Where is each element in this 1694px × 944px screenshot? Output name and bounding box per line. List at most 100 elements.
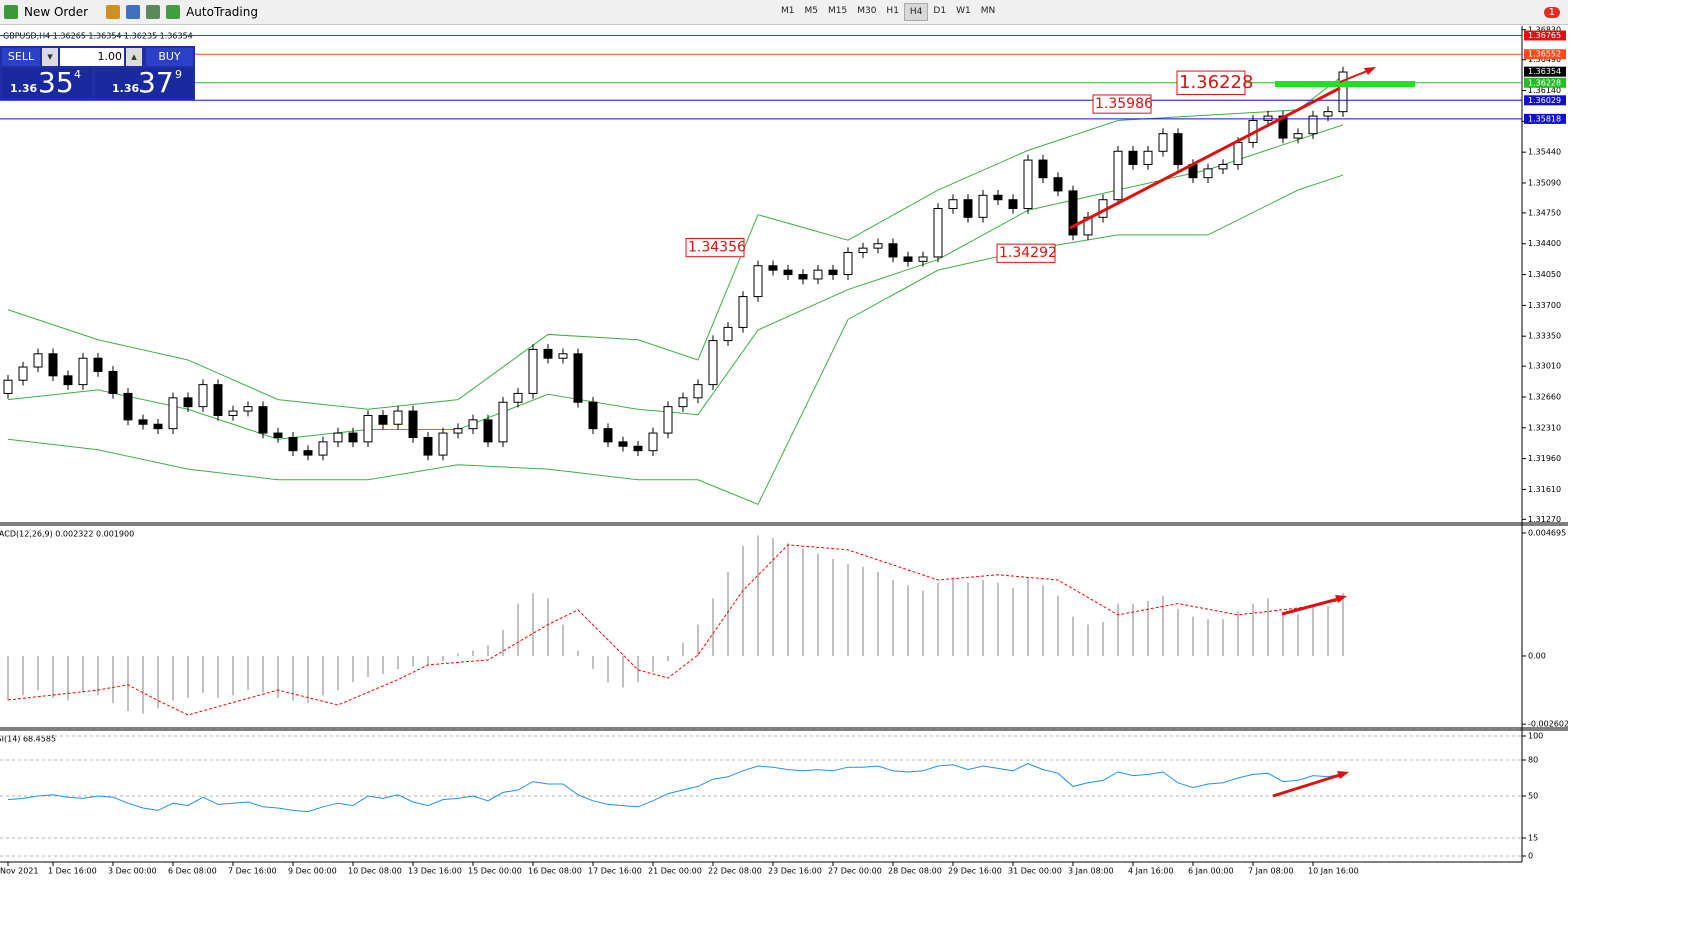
candle-body xyxy=(1128,150,1138,165)
macd-bar xyxy=(1282,614,1284,656)
macd-bar xyxy=(877,572,879,656)
macd-bar xyxy=(382,655,384,675)
macd-bar xyxy=(937,582,939,656)
candle-body xyxy=(618,441,628,447)
buy-button[interactable]: BUY xyxy=(146,48,193,66)
macd-bar xyxy=(652,655,654,672)
timeframe-button[interactable]: M1 xyxy=(780,6,795,16)
icon xyxy=(106,5,121,19)
macd-bar xyxy=(1267,598,1269,656)
lot-up[interactable]: ▴ xyxy=(126,48,142,66)
candle-body xyxy=(1038,159,1048,179)
price-big: 1.36 xyxy=(10,82,38,95)
chart-title: GBPUSD,H4 1.36265 1.36354 1.36235 1.3635… xyxy=(3,32,193,41)
alert-badge[interactable]: 1 xyxy=(1543,6,1560,18)
macd-bar xyxy=(547,598,549,656)
candle-body xyxy=(138,419,148,425)
macd-bar xyxy=(1237,611,1239,656)
macd-bar xyxy=(217,655,219,698)
icon xyxy=(146,5,161,19)
macd-bar xyxy=(892,579,894,656)
annotation: 1.34356 xyxy=(688,240,746,256)
x-tick-label: 17 Dec 16:00 xyxy=(588,867,642,876)
candle-body xyxy=(378,414,388,425)
macd-bar xyxy=(157,655,159,709)
candle-body xyxy=(558,353,568,359)
candle-body xyxy=(123,392,133,421)
timeframe-button[interactable]: M5 xyxy=(804,6,818,16)
candle-body xyxy=(168,397,178,430)
timeframe-button[interactable]: W1 xyxy=(956,6,971,16)
macd-title: MACD(12,26,9) 0.002322 0.001900 xyxy=(0,530,134,539)
bollinger-band xyxy=(7,174,1344,506)
macd-bar xyxy=(577,650,579,656)
candle-body xyxy=(78,357,88,386)
candle-body xyxy=(813,269,823,280)
macd-bar xyxy=(1087,624,1089,656)
sell-button[interactable]: SELL xyxy=(2,48,40,66)
macd-bar xyxy=(757,535,759,656)
sell-price[interactable]: 1.36 35 4 xyxy=(2,66,92,99)
price-label-box xyxy=(1524,49,1566,60)
macd-bar xyxy=(1192,616,1194,656)
autotrading-icon xyxy=(166,5,181,19)
background xyxy=(0,26,1568,906)
y-tick-label: 1.32660 xyxy=(1528,392,1561,401)
macd-bar xyxy=(667,655,669,662)
new-order-button[interactable]: New Order xyxy=(24,5,89,19)
macd-bar xyxy=(412,655,414,667)
candle-body xyxy=(963,199,973,218)
x-tick-label: 29 Dec 16:00 xyxy=(948,867,1002,876)
y-tick-label: 0 xyxy=(1528,852,1533,861)
macd-bar xyxy=(187,655,189,698)
price-label: 1.36552 xyxy=(1528,50,1561,59)
y-tick-label: 100 xyxy=(1528,732,1543,741)
autotrading-button[interactable]: AutoTrading xyxy=(186,5,258,19)
macd-bar xyxy=(682,642,684,656)
timeframe-button[interactable]: H4 xyxy=(903,3,929,21)
x-tick-label: 16 Dec 08:00 xyxy=(528,867,582,876)
price-label-box xyxy=(1524,95,1566,106)
candle-body xyxy=(93,357,103,372)
candle-body xyxy=(1008,199,1018,210)
buy-price[interactable]: 1.36 37 9 xyxy=(95,66,193,99)
macd-bar xyxy=(52,655,54,698)
timeframe-button[interactable]: M30 xyxy=(857,6,877,16)
candle-body xyxy=(1263,115,1273,121)
candle-body xyxy=(183,397,193,408)
macd-bar xyxy=(982,579,984,656)
candle-body xyxy=(108,370,118,394)
price-label: 1.35818 xyxy=(1528,114,1561,123)
candle-body xyxy=(783,269,793,276)
y-tick-label: 1.31270 xyxy=(1528,515,1561,524)
level-marker xyxy=(1275,81,1415,87)
timeframe-button[interactable]: D1 xyxy=(933,6,947,16)
y-tick-label: -0.002602 xyxy=(1528,720,1568,729)
candle-body xyxy=(1308,115,1318,135)
y-tick-label: 1.34750 xyxy=(1528,208,1561,217)
macd-bar xyxy=(532,593,534,656)
timeframe-button[interactable]: M15 xyxy=(827,6,848,16)
candle-body xyxy=(828,269,838,276)
lot-input[interactable]: 1.00 xyxy=(60,48,124,66)
y-tick-label: 15 xyxy=(1528,834,1538,843)
candle-body xyxy=(1143,150,1153,165)
candle-body xyxy=(483,419,493,443)
macd-bar xyxy=(1072,616,1074,656)
macd-bar xyxy=(1147,600,1149,656)
macd-bar xyxy=(397,655,399,670)
macd-bar xyxy=(277,655,279,698)
macd-bar xyxy=(442,655,444,662)
macd-bar xyxy=(112,655,114,704)
timeframe-button[interactable]: MN xyxy=(980,6,996,16)
timeframe-button[interactable]: H1 xyxy=(886,6,899,16)
candle-body xyxy=(153,423,163,430)
lot-down[interactable]: ▾ xyxy=(42,48,58,66)
x-tick-label: 6 Dec 08:00 xyxy=(168,867,217,876)
candle-body xyxy=(213,384,223,416)
macd-bar xyxy=(952,577,954,656)
macd-bar xyxy=(292,655,294,701)
macd-bar xyxy=(1222,619,1224,656)
candle-body xyxy=(528,348,538,394)
candle-body xyxy=(723,326,733,342)
